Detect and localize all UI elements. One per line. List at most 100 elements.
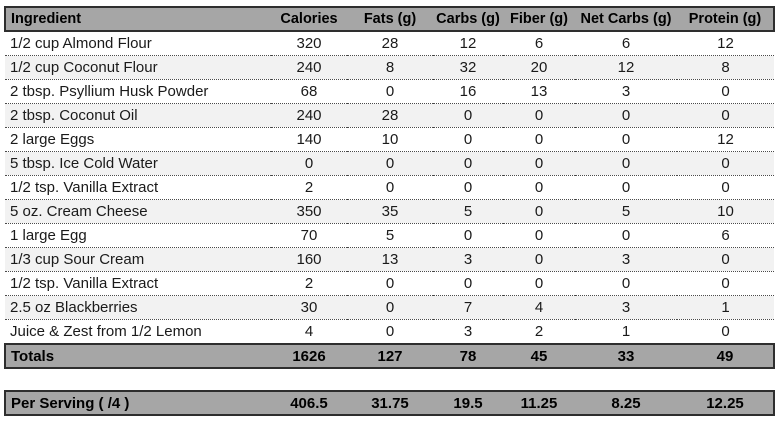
totals-label: Totals xyxy=(4,343,271,369)
carbs-cell: 19.5 xyxy=(433,390,503,416)
fiber-cell: 0 xyxy=(503,103,575,128)
ingredient-cell: 1/3 cup Sour Cream xyxy=(5,247,271,272)
calories-cell: 160 xyxy=(271,247,347,272)
table-row: 5 tbsp. Ice Cold Water 0 0 0 0 0 0 xyxy=(5,151,774,176)
col-header-protein: Protein (g) xyxy=(677,6,775,32)
ingredient-cell: 2 large Eggs xyxy=(5,127,271,152)
fats-cell: 0 xyxy=(347,175,433,200)
calories-cell: 140 xyxy=(271,127,347,152)
carbs-cell: 32 xyxy=(433,55,503,80)
table-row: 1/2 cup Coconut Flour 240 8 32 20 12 8 xyxy=(5,55,774,80)
protein-cell: 8 xyxy=(677,55,774,80)
per-serving-table: Per Serving ( /4 ) 406.5 31.75 19.5 11.2… xyxy=(4,390,775,416)
fiber-cell: 2 xyxy=(503,319,575,345)
table-row: Juice & Zest from 1/2 Lemon 4 0 3 2 1 0 xyxy=(5,319,774,345)
calories-cell: 70 xyxy=(271,223,347,248)
table-row: 2 tbsp. Psyllium Husk Powder 68 0 16 13 … xyxy=(5,79,774,104)
protein-cell: 0 xyxy=(677,271,774,296)
fiber-cell: 0 xyxy=(503,247,575,272)
fiber-cell: 4 xyxy=(503,295,575,320)
fats-cell: 31.75 xyxy=(347,390,433,416)
header-row: Ingredient Calories Fats (g) Carbs (g) F… xyxy=(4,6,775,32)
fiber-cell: 0 xyxy=(503,199,575,224)
ingredient-cell: 1/2 cup Coconut Flour xyxy=(5,55,271,80)
protein-cell: 0 xyxy=(677,79,774,104)
ingredient-cell: 2.5 oz Blackberries xyxy=(5,295,271,320)
col-header-fiber: Fiber (g) xyxy=(503,6,575,32)
table-row: 1 large Egg 70 5 0 0 0 6 xyxy=(5,223,774,248)
protein-cell: 0 xyxy=(677,175,774,200)
fats-cell: 127 xyxy=(347,343,433,369)
table-row: 2 large Eggs 140 10 0 0 0 12 xyxy=(5,127,774,152)
net-carbs-cell: 3 xyxy=(575,79,677,104)
protein-cell: 10 xyxy=(677,199,774,224)
ingredient-cell: 2 tbsp. Psyllium Husk Powder xyxy=(5,79,271,104)
net-carbs-cell: 0 xyxy=(575,271,677,296)
carbs-cell: 0 xyxy=(433,127,503,152)
net-carbs-cell: 1 xyxy=(575,319,677,345)
protein-cell: 6 xyxy=(677,223,774,248)
net-carbs-cell: 3 xyxy=(575,295,677,320)
protein-cell: 0 xyxy=(677,319,774,345)
carbs-cell: 3 xyxy=(433,247,503,272)
net-carbs-cell: 0 xyxy=(575,127,677,152)
carbs-cell: 78 xyxy=(433,343,503,369)
ingredient-cell: 1/2 cup Almond Flour xyxy=(5,31,271,56)
calories-cell: 406.5 xyxy=(271,390,347,416)
calories-cell: 350 xyxy=(271,199,347,224)
col-header-fats: Fats (g) xyxy=(347,6,433,32)
carbs-cell: 0 xyxy=(433,223,503,248)
carbs-cell: 5 xyxy=(433,199,503,224)
fiber-cell: 0 xyxy=(503,151,575,176)
protein-cell: 1 xyxy=(677,295,774,320)
fats-cell: 10 xyxy=(347,127,433,152)
fats-cell: 0 xyxy=(347,319,433,345)
protein-cell: 12 xyxy=(677,31,774,56)
table-row: 1/2 cup Almond Flour 320 28 12 6 6 12 xyxy=(5,31,774,56)
fiber-cell: 6 xyxy=(503,31,575,56)
calories-cell: 1626 xyxy=(271,343,347,369)
net-carbs-cell: 12 xyxy=(575,55,677,80)
net-carbs-cell: 6 xyxy=(575,31,677,56)
net-carbs-cell: 0 xyxy=(575,223,677,248)
spacer xyxy=(4,369,773,390)
calories-cell: 0 xyxy=(271,151,347,176)
fiber-cell: 0 xyxy=(503,271,575,296)
protein-cell: 0 xyxy=(677,247,774,272)
calories-cell: 2 xyxy=(271,271,347,296)
table-row: 1/3 cup Sour Cream 160 13 3 0 3 0 xyxy=(5,247,774,272)
net-carbs-cell: 5 xyxy=(575,199,677,224)
ingredient-cell: 1 large Egg xyxy=(5,223,271,248)
fiber-cell: 13 xyxy=(503,79,575,104)
fats-cell: 0 xyxy=(347,271,433,296)
fiber-cell: 45 xyxy=(503,343,575,369)
carbs-cell: 3 xyxy=(433,319,503,345)
per-serving-row: Per Serving ( /4 ) 406.5 31.75 19.5 11.2… xyxy=(4,390,775,416)
net-carbs-cell: 33 xyxy=(575,343,677,369)
col-header-carbs: Carbs (g) xyxy=(433,6,503,32)
col-header-ingredient: Ingredient xyxy=(4,6,271,32)
protein-cell: 0 xyxy=(677,151,774,176)
protein-cell: 12.25 xyxy=(677,390,775,416)
fats-cell: 13 xyxy=(347,247,433,272)
ingredient-cell: 2 tbsp. Coconut Oil xyxy=(5,103,271,128)
table-row: 1/2 tsp. Vanilla Extract 2 0 0 0 0 0 xyxy=(5,175,774,200)
net-carbs-cell: 0 xyxy=(575,103,677,128)
carbs-cell: 7 xyxy=(433,295,503,320)
ingredient-cell: Juice & Zest from 1/2 Lemon xyxy=(5,319,271,345)
calories-cell: 68 xyxy=(271,79,347,104)
net-carbs-cell: 8.25 xyxy=(575,390,677,416)
net-carbs-cell: 0 xyxy=(575,151,677,176)
protein-cell: 0 xyxy=(677,103,774,128)
fiber-cell: 0 xyxy=(503,175,575,200)
calories-cell: 30 xyxy=(271,295,347,320)
fats-cell: 5 xyxy=(347,223,433,248)
fats-cell: 28 xyxy=(347,31,433,56)
carbs-cell: 0 xyxy=(433,151,503,176)
net-carbs-cell: 3 xyxy=(575,247,677,272)
calories-cell: 320 xyxy=(271,31,347,56)
calories-cell: 2 xyxy=(271,175,347,200)
col-header-net-carbs: Net Carbs (g) xyxy=(575,6,677,32)
col-header-calories: Calories xyxy=(271,6,347,32)
